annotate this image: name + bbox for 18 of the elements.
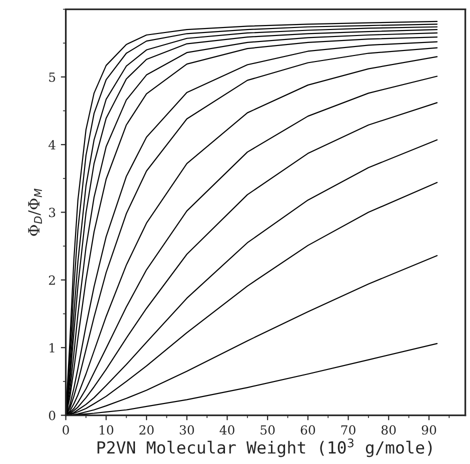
x-tick-label: 10 xyxy=(100,425,114,435)
x-tick-label: 90 xyxy=(422,425,436,435)
y-tick-label: 0 xyxy=(48,410,56,420)
x-tick-label: 30 xyxy=(180,425,194,435)
x-tick-label: 20 xyxy=(139,425,154,435)
y-tick-label: 2 xyxy=(48,275,55,285)
x-tick-label: 50 xyxy=(260,425,275,435)
x-tick-label: 80 xyxy=(382,425,396,435)
x-tick-label: 60 xyxy=(300,425,316,435)
x-tick-label: 0 xyxy=(62,425,69,435)
x-tick-label: 70 xyxy=(341,425,356,435)
y-tick-label: 5 xyxy=(49,72,56,82)
y-tick-label: 3 xyxy=(49,208,56,218)
y-tick-label: 1 xyxy=(50,343,54,352)
y-tick-label: 4 xyxy=(48,140,56,150)
x-tick-label: 40 xyxy=(220,425,234,435)
x-axis-title: P2VN Molecular Weight (10$^{3}$ g/mole) xyxy=(98,438,432,458)
y-axis-title: Φ$_{D}$/Φ$_{M}$ xyxy=(28,188,42,236)
